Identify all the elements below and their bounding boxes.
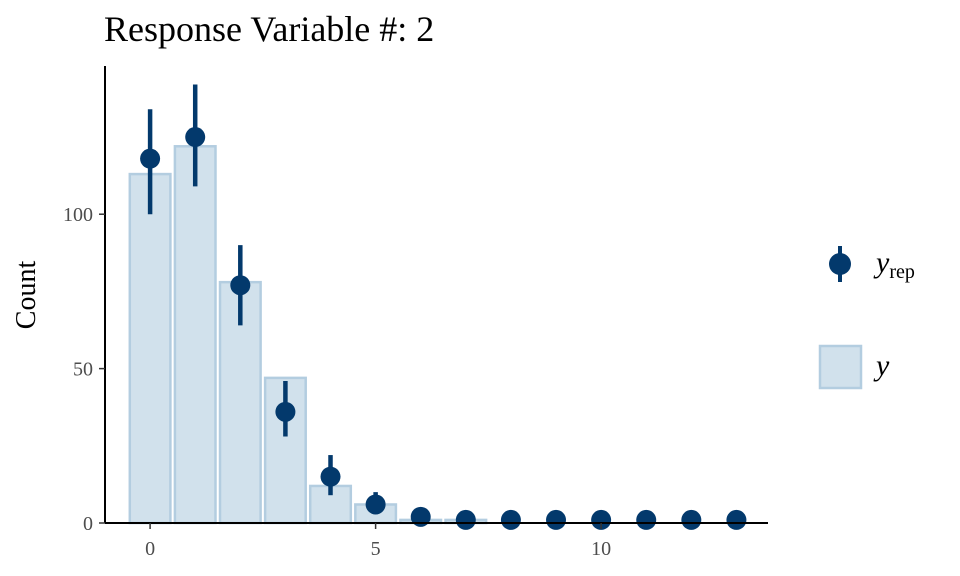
x-tick-label-5: 5 (371, 538, 381, 560)
axes: 0 50 100 0 5 10 (63, 66, 768, 560)
point-6 (410, 506, 431, 527)
point-11 (636, 509, 657, 530)
y-tick-label-50: 50 (73, 359, 93, 381)
point-5 (365, 494, 386, 515)
point-1 (185, 127, 206, 148)
point-7 (455, 509, 476, 530)
point-13 (726, 509, 747, 530)
point-9 (546, 509, 567, 530)
observed-bars (128, 145, 488, 525)
legend-key-y_rep (829, 246, 851, 282)
point-8 (500, 509, 521, 530)
replicated-pointranges (140, 84, 747, 530)
point-4 (320, 466, 341, 487)
legend-label-y_rep: yrep (873, 246, 915, 283)
point-0 (140, 148, 161, 169)
y-tick-label-100: 100 (63, 204, 93, 226)
y-tick-label-0: 0 (83, 513, 93, 535)
chart-title: Response Variable #: 2 (104, 9, 435, 49)
legend-label-y: y (873, 349, 890, 382)
bar-0 (128, 172, 172, 525)
point-12 (681, 509, 702, 530)
point-2 (230, 275, 251, 296)
bar-1 (173, 145, 217, 525)
legend: yrep y (818, 246, 915, 390)
x-tick-label-10: 10 (591, 538, 611, 560)
point-3 (275, 401, 296, 422)
point-10 (591, 509, 612, 530)
x-tick-label-0: 0 (145, 538, 155, 560)
legend-key-y (818, 344, 863, 390)
